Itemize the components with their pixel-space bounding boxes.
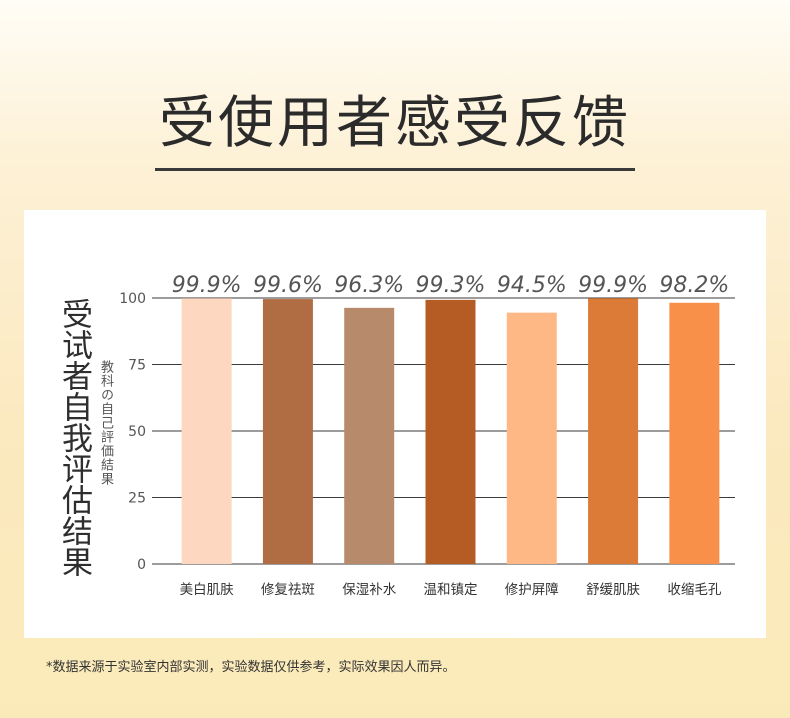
category-label: 保湿补水	[342, 582, 396, 598]
data-label: 94.5%	[497, 273, 567, 298]
bar	[506, 312, 557, 564]
y-tick-label: 25	[128, 491, 146, 507]
category-label: 修护屏障	[505, 582, 559, 598]
y-axis-subtitle: 教科の自己評価結果	[98, 360, 113, 486]
bar	[181, 298, 232, 564]
category-label: 收缩毛孔	[667, 582, 721, 598]
category-label: 修复祛斑	[261, 581, 315, 598]
data-label: 99.3%	[416, 273, 486, 298]
data-label: 99.9%	[172, 273, 242, 298]
title-divider	[155, 168, 635, 171]
data-label: 99.6%	[253, 273, 323, 298]
bar	[262, 299, 313, 564]
y-axis-title: 受试者自我评估结果	[56, 298, 92, 577]
data-label: 96.3%	[334, 273, 404, 298]
bar	[425, 299, 476, 564]
bar	[669, 302, 720, 564]
chart-card	[24, 210, 766, 638]
y-tick-label: 50	[128, 424, 146, 440]
footnote: *数据来源于实验室内部实测，实验数据仅供参考，实际效果因人而异。	[46, 660, 456, 675]
bar	[344, 307, 395, 564]
y-tick-label: 75	[128, 358, 146, 374]
y-tick-label: 0	[137, 557, 146, 573]
y-tick-label: 100	[119, 291, 146, 307]
category-label: 美白肌肤	[180, 582, 234, 598]
category-label: 温和镇定	[424, 582, 478, 598]
category-label: 舒缓肌肤	[586, 582, 640, 598]
data-label: 99.9%	[578, 273, 648, 298]
data-label: 98.2%	[659, 273, 729, 298]
page-title: 受使用者感受反馈	[159, 91, 631, 156]
bar	[588, 298, 639, 564]
